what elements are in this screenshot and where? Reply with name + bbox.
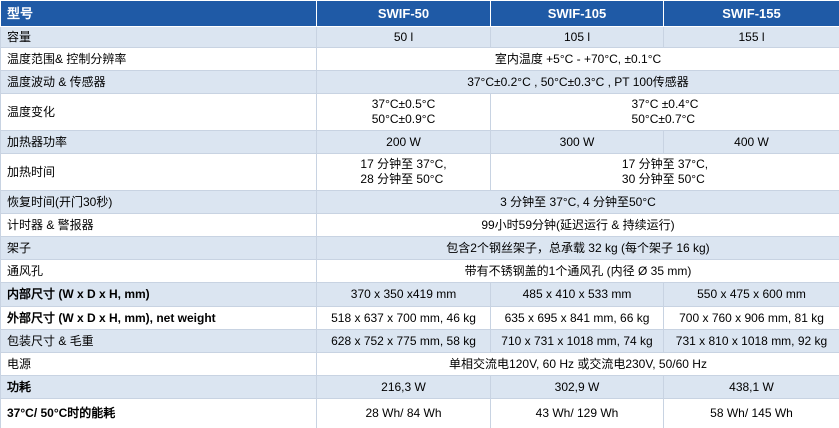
spec-row: 温度变化 37°C±0.5°C 50°C±0.9°C 37°C ±0.4°C 50°C±…	[0, 93, 839, 131]
multiline-value: 37°C±0.5°C 50°C±0.9°C	[372, 97, 436, 127]
spec-value: 单相交流电120V, 60 Hz 或交流电230V, 50/60 Hz	[316, 352, 839, 376]
spec-label: 温度范围& 控制分辨率	[0, 47, 317, 71]
value-line: 17 分钟至 37°C,	[360, 157, 447, 171]
spec-value: 37°C ±0.4°C 50°C±0.7°C	[490, 93, 839, 131]
spec-value: 155 l	[663, 26, 839, 48]
model-header: SWIF-105	[490, 0, 664, 27]
spec-value: 635 x 695 x 841 mm, 66 kg	[490, 306, 664, 330]
spec-row: 计时器 & 警报器 99小时59分钟(延迟运行 & 持续运行)	[0, 213, 839, 237]
spec-value: 628 x 752 x 775 mm, 58 kg	[316, 329, 491, 353]
value-line: 37°C±0.5°C	[371, 97, 436, 111]
spec-value: 3 分钟至 37°C, 4 分钟至50°C	[316, 190, 839, 214]
value-line: 50°C±0.7°C	[631, 112, 696, 126]
spec-value: 28 Wh/ 84 Wh	[316, 398, 491, 428]
spec-row: 温度范围& 控制分辨率 室内温度 +5°C - +70°C, ±0.1°C	[0, 47, 839, 71]
spec-value: 300 W	[490, 130, 664, 154]
spec-value: 58 Wh/ 145 Wh	[663, 398, 839, 428]
value-line: 50°C±0.9°C	[371, 112, 436, 126]
spec-value: 17 分钟至 37°C, 28 分钟至 50°C	[316, 153, 491, 191]
spec-value: 216,3 W	[316, 375, 491, 399]
spec-label: 电源	[0, 352, 317, 376]
value-line: 28 分钟至 50°C	[360, 172, 444, 186]
spec-label: 加热器功率	[0, 130, 317, 154]
spec-value: 17 分钟至 37°C, 30 分钟至 50°C	[490, 153, 839, 191]
spec-value: 37°C±0.2°C , 50°C±0.3°C , PT 100传感器	[316, 70, 839, 94]
spec-label: 温度波动 & 传感器	[0, 70, 317, 94]
spec-value: 50 l	[316, 26, 491, 48]
spec-value: 710 x 731 x 1018 mm, 74 kg	[490, 329, 664, 353]
spec-row: 架子 包含2个钢丝架子，总承载 32 kg (每个架子 16 kg)	[0, 236, 839, 260]
spec-value: 99小时59分钟(延迟运行 & 持续运行)	[316, 213, 839, 237]
spec-value: 731 x 810 x 1018 mm, 92 kg	[663, 329, 839, 353]
spec-value: 200 W	[316, 130, 491, 154]
spec-value: 43 Wh/ 129 Wh	[490, 398, 664, 428]
spec-value: 370 x 350 x419 mm	[316, 282, 491, 307]
spec-label: 恢复时间(开门30秒)	[0, 190, 317, 214]
header-label: 型号	[0, 0, 317, 27]
header-row: 型号 SWIF-50 SWIF-105 SWIF-155	[0, 0, 839, 27]
multiline-value: 17 分钟至 37°C, 28 分钟至 50°C	[360, 157, 446, 187]
spec-row: 恢复时间(开门30秒) 3 分钟至 37°C, 4 分钟至50°C	[0, 190, 839, 214]
model-header: SWIF-50	[316, 0, 491, 27]
spec-value: 400 W	[663, 130, 839, 154]
multiline-value: 37°C ±0.4°C 50°C±0.7°C	[632, 97, 699, 127]
spec-row: 37°C/ 50°C时的能耗 28 Wh/ 84 Wh 43 Wh/ 129 Wh 5…	[0, 398, 839, 428]
spec-row: 通风孔 带有不锈钢盖的1个通风孔 (内径 Ø 35 mm)	[0, 259, 839, 283]
spec-label: 计时器 & 警报器	[0, 213, 317, 237]
spec-label: 加热时间	[0, 153, 317, 191]
spec-label: 包装尺寸 & 毛重	[0, 329, 317, 353]
spec-value: 37°C±0.5°C 50°C±0.9°C	[316, 93, 491, 131]
spec-value: 485 x 410 x 533 mm	[490, 282, 664, 307]
spec-value: 302,9 W	[490, 375, 664, 399]
spec-value: 700 x 760 x 906 mm, 81 kg	[663, 306, 839, 330]
spec-value: 550 x 475 x 600 mm	[663, 282, 839, 307]
spec-row: 容量 50 l 105 l 155 l	[0, 26, 839, 48]
spec-label: 37°C/ 50°C时的能耗	[0, 398, 317, 428]
spec-value: 带有不锈钢盖的1个通风孔 (内径 Ø 35 mm)	[316, 259, 839, 283]
spec-row: 加热器功率 200 W 300 W 400 W	[0, 130, 839, 154]
spec-row: 加热时间 17 分钟至 37°C, 28 分钟至 50°C 17 分钟至 37°C, 3…	[0, 153, 839, 191]
spec-value: 518 x 637 x 700 mm, 46 kg	[316, 306, 491, 330]
spec-label: 容量	[0, 26, 317, 48]
value-line: 17 分钟至 37°C,	[621, 157, 709, 171]
table-body: 容量 50 l 105 l 155 l 温度范围& 控制分辨率 室内温度 +5°C - +…	[0, 26, 839, 428]
spec-row: 功耗 216,3 W 302,9 W 438,1 W	[0, 375, 839, 399]
spec-row: 温度波动 & 传感器 37°C±0.2°C , 50°C±0.3°C , PT 1…	[0, 70, 839, 94]
value-line: 37°C ±0.4°C	[631, 97, 699, 111]
spec-label: 架子	[0, 236, 317, 260]
spec-label: 功耗	[0, 375, 317, 399]
spec-label: 通风孔	[0, 259, 317, 283]
model-header: SWIF-155	[663, 0, 839, 27]
spec-row: 电源 单相交流电120V, 60 Hz 或交流电230V, 50/60 Hz	[0, 352, 839, 376]
spec-row: 外部尺寸 (W x D x H, mm), net weight 518 x 63…	[0, 306, 839, 330]
spec-label: 外部尺寸 (W x D x H, mm), net weight	[0, 306, 317, 330]
spec-value: 室内温度 +5°C - +70°C, ±0.1°C	[316, 47, 839, 71]
value-line: 30 分钟至 50°C	[621, 172, 705, 186]
multiline-value: 17 分钟至 37°C, 30 分钟至 50°C	[622, 157, 708, 187]
spec-row: 包装尺寸 & 毛重 628 x 752 x 775 mm, 58 kg 710 x …	[0, 329, 839, 353]
spec-value: 包含2个钢丝架子，总承载 32 kg (每个架子 16 kg)	[316, 236, 839, 260]
spec-value: 438,1 W	[663, 375, 839, 399]
spec-label: 温度变化	[0, 93, 317, 131]
spec-row: 内部尺寸 (W x D x H, mm) 370 x 350 x419 mm 485…	[0, 282, 839, 307]
spec-value: 105 l	[490, 26, 664, 48]
spec-label: 内部尺寸 (W x D x H, mm)	[0, 282, 317, 307]
